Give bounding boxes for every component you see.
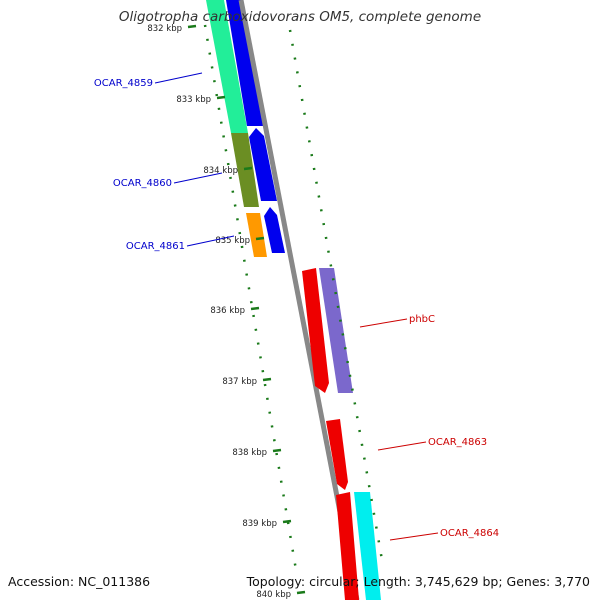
- feature-block-teal: [206, 0, 248, 133]
- cds-arrow: [264, 207, 285, 253]
- topology-summary: Topology: circular; Length: 3,745,629 bp…: [246, 574, 590, 589]
- tick-label: 839 kbp: [242, 519, 277, 529]
- label-leader-line: [154, 72, 203, 84]
- feature-block-orange: [246, 213, 267, 257]
- tick-mark: [255, 236, 265, 241]
- cds-arrow: [226, 0, 264, 126]
- feature-block-cyan: [354, 492, 381, 600]
- label-leader-line: [173, 172, 223, 184]
- tick-label: 835 kbp: [215, 236, 250, 246]
- tick-mark: [296, 590, 306, 595]
- gene-label: OCAR_4861: [126, 241, 185, 252]
- tick-mark: [243, 166, 253, 171]
- gene-label: OCAR_4864: [440, 528, 499, 539]
- cds-arrow: [336, 492, 359, 600]
- tick-label: 840 kbp: [256, 590, 291, 600]
- gene-labels: OCAR_4859 OCAR_4860 OCAR_4861 phbC OCAR_4863…: [94, 72, 499, 541]
- tick-label: 838 kbp: [232, 448, 267, 458]
- reverse-cds-lane: [302, 268, 359, 600]
- gene-label: phbC: [409, 314, 435, 325]
- tick-mark: [282, 519, 292, 524]
- tick-label: 832 kbp: [147, 24, 182, 34]
- cds-arrow: [302, 268, 329, 393]
- cds-arrow: [249, 128, 277, 201]
- tick-mark: [250, 306, 260, 311]
- tick-mark: [262, 377, 272, 382]
- tick-marks: [187, 24, 306, 595]
- gene-label: OCAR_4863: [428, 437, 487, 448]
- tick-mark: [216, 95, 226, 100]
- tick-mark: [272, 448, 282, 453]
- label-leader-line: [359, 318, 408, 328]
- gene-label: OCAR_4860: [113, 178, 172, 189]
- feature-lane-right: [319, 268, 381, 600]
- label-leader-line: [389, 532, 439, 541]
- feature-block-purple: [319, 268, 353, 393]
- cds-arrow: [326, 419, 348, 490]
- accession-text: Accession: NC_011386: [8, 574, 151, 589]
- tick-label: 834 kbp: [203, 166, 238, 176]
- map-title: Oligotropha carboxidovorans OM5, complet…: [118, 9, 482, 25]
- forward-cds-lane: [226, 0, 285, 253]
- tick-label: 837 kbp: [222, 377, 257, 387]
- tick-label: 836 kbp: [210, 306, 245, 316]
- tick-label: 833 kbp: [176, 95, 211, 105]
- gene-label: OCAR_4859: [94, 78, 153, 89]
- label-leader-line: [186, 235, 235, 247]
- label-leader-line: [377, 441, 427, 451]
- gc-dotted-line-right: [288, 29, 384, 561]
- tick-labels: 832 kbp 833 kbp 834 kbp 835 kbp 836 kbp 837 k…: [147, 24, 291, 600]
- tick-mark: [187, 24, 197, 29]
